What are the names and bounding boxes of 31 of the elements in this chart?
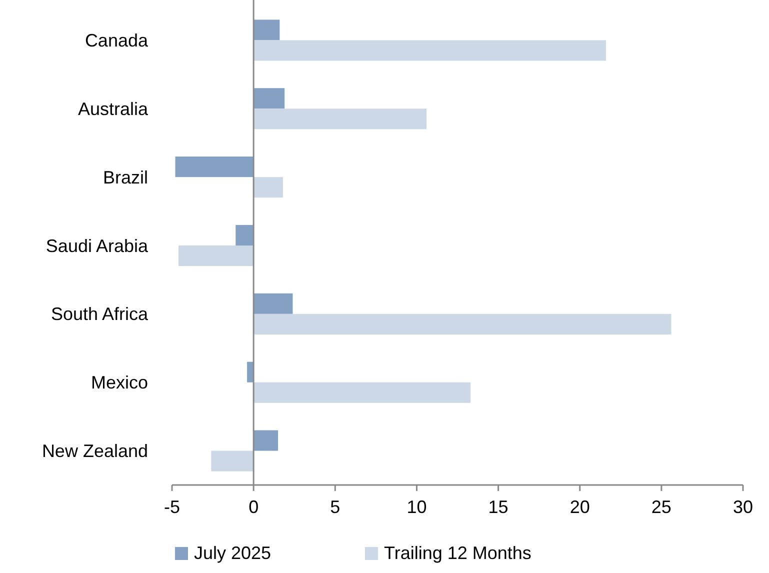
bar bbox=[254, 20, 280, 40]
bar bbox=[254, 177, 283, 198]
x-tick-label: -5 bbox=[164, 497, 180, 517]
x-tick-label: 10 bbox=[406, 497, 427, 517]
bar bbox=[254, 314, 672, 334]
bar bbox=[236, 224, 254, 246]
bar bbox=[254, 382, 471, 403]
y-tick-label: Australia bbox=[78, 98, 149, 119]
y-tick-label: Brazil bbox=[102, 167, 148, 188]
bar bbox=[175, 156, 254, 178]
legend-label: Trailing 12 Months bbox=[384, 543, 532, 563]
bar bbox=[247, 362, 254, 382]
bar bbox=[211, 450, 254, 472]
legend-label: July 2025 bbox=[194, 543, 272, 563]
y-tick-label: Saudi Arabia bbox=[46, 236, 149, 256]
x-tick-label: 15 bbox=[488, 497, 508, 517]
x-tick-label: 5 bbox=[330, 497, 340, 517]
bar bbox=[178, 246, 254, 266]
x-tick-label: 30 bbox=[732, 497, 754, 517]
bar bbox=[254, 108, 426, 130]
y-tick-label: New Zealand bbox=[42, 441, 148, 462]
x-tick-label: 25 bbox=[651, 497, 672, 517]
x-tick-label: 20 bbox=[570, 497, 590, 517]
y-tick-label: Canada bbox=[84, 30, 149, 51]
bar bbox=[254, 88, 285, 109]
x-tick-label: 0 bbox=[248, 497, 259, 517]
y-tick-label: South Africa bbox=[50, 304, 149, 324]
bar bbox=[254, 293, 293, 314]
bar bbox=[254, 40, 606, 61]
y-tick-label: Mexico bbox=[90, 372, 148, 393]
bar bbox=[254, 430, 278, 451]
